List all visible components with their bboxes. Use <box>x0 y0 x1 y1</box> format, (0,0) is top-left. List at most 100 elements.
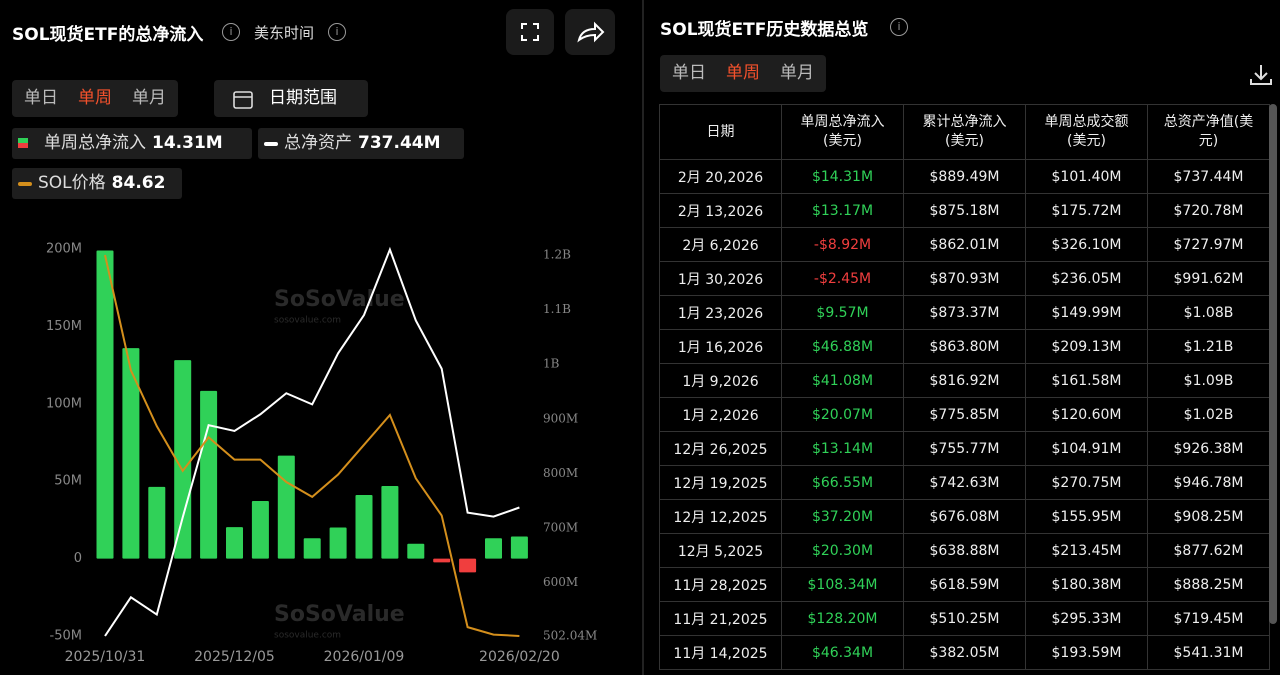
table-cell: $870.93M <box>903 261 1026 296</box>
y2-tick-label: 1.1B <box>543 302 571 316</box>
x-tick-label: 2025/10/31 <box>65 649 146 665</box>
table-row: 2月 20,2026 $14.31M $889.49M $101.40M $737.44… <box>659 159 1270 194</box>
info-icon[interactable]: i <box>890 18 908 36</box>
column-header: 单周总净流入 (美元) <box>781 104 904 160</box>
header-line: 总资产净值(美 <box>1163 114 1254 130</box>
line <box>104 246 520 637</box>
y2-tick-label: 700M <box>543 520 578 534</box>
info-icon[interactable]: i <box>328 23 346 41</box>
table-cell: $510.25M <box>903 601 1026 636</box>
table-cell: $618.59M <box>903 567 1026 602</box>
table-row: 2月 13,2026 $13.17M $875.18M $175.72M $720.78… <box>659 193 1270 228</box>
header-line: 日期 <box>706 123 735 140</box>
bar <box>355 495 373 559</box>
scrollbar[interactable] <box>1269 104 1277 624</box>
table-cell: $1.09B <box>1147 363 1270 398</box>
table-cell: 1月 2,2026 <box>659 397 782 432</box>
bar <box>407 543 425 559</box>
table-cell: $193.59M <box>1025 635 1148 670</box>
y2-tick-label: 1.2B <box>543 248 571 262</box>
bar <box>381 486 399 559</box>
column-header: 累计总净流入 (美元) <box>903 104 1026 160</box>
table-cell: $638.88M <box>903 533 1026 568</box>
table-cell: $862.01M <box>903 227 1026 262</box>
line <box>104 254 520 637</box>
table-cell: $873.37M <box>903 295 1026 330</box>
y2-tick-label: 600M <box>543 575 578 589</box>
y2-tick-label: 502.04M <box>543 629 597 643</box>
table-cell: $295.33M <box>1025 601 1148 636</box>
table-cell: $877.62M <box>1147 533 1270 568</box>
table-cell: $541.31M <box>1147 635 1270 670</box>
table-cell: 2月 13,2026 <box>659 193 782 228</box>
date-range-button[interactable]: 日期范围 <box>214 80 368 117</box>
data-table: 日期 单周总净流入 (美元) 累计总净流入 (美元) 单周总成交额 (美元) 总资产净值(美元… <box>659 104 1270 670</box>
table-cell: $13.14M <box>781 431 904 466</box>
table-row: 1月 23,2026 $9.57M $873.37M $149.99M $1.08B <box>659 295 1270 330</box>
table-cell: $719.45M <box>1147 601 1270 636</box>
column-header: 日期 <box>659 104 782 160</box>
table-cell: 12月 5,2025 <box>659 533 782 568</box>
legend-item: SOL价格 84.62 <box>12 168 182 199</box>
watermark-url: sosovalue.com <box>274 631 341 641</box>
tab[interactable]: 单日 <box>24 88 58 108</box>
legend-value: 14.31M <box>152 133 223 153</box>
download-icon[interactable] <box>1248 62 1274 88</box>
table-cell: $863.80M <box>903 329 1026 364</box>
table-cell: $108.34M <box>781 567 904 602</box>
table-title: SOL现货ETF历史数据总览 <box>660 20 869 40</box>
table-cell: $775.85M <box>903 397 1026 432</box>
legend-swatch <box>18 182 32 186</box>
info-icon[interactable]: i <box>222 23 240 41</box>
watermark: SoSoValue <box>274 287 405 312</box>
legend-item: 单周总净流入 14.31M <box>12 128 252 159</box>
header-line: 累计总净流入 <box>922 114 1007 130</box>
chart: SoSoValue sosovalue.com SoSoValue sosovalue… <box>46 242 597 666</box>
table-cell: $180.38M <box>1025 567 1148 602</box>
share-button[interactable] <box>565 9 615 55</box>
bar <box>277 455 295 559</box>
header-line: 单周总净流入 <box>800 114 885 130</box>
legend-swatch <box>264 142 278 146</box>
table-row: 12月 5,2025 $20.30M $638.88M $213.45M $877.62… <box>659 533 1270 568</box>
chart-title: SOL现货ETF的总净流入 <box>12 25 204 45</box>
watermark-url: sosovalue.com <box>274 316 341 326</box>
table-row: 12月 12,2025 $37.20M $676.08M $155.95M $908.2… <box>659 499 1270 534</box>
table-cell: $20.30M <box>781 533 904 568</box>
table-cell: $104.91M <box>1025 431 1148 466</box>
table-row: 1月 2,2026 $20.07M $775.85M $120.60M $1.02B <box>659 397 1270 432</box>
table-cell: $875.18M <box>903 193 1026 228</box>
header-line: (美元) <box>1067 133 1106 149</box>
table-cell: $41.08M <box>781 363 904 398</box>
table-row: 11月 14,2025 $46.34M $382.05M $193.59M $541.3… <box>659 635 1270 670</box>
table-cell: $737.44M <box>1147 159 1270 194</box>
column-header: 单周总成交额 (美元) <box>1025 104 1148 160</box>
x-tick-label: 2026/01/09 <box>324 649 405 665</box>
table-row: 2月 6,2026 -$8.92M $862.01M $326.10M $727.97M <box>659 227 1270 262</box>
legend-swatch <box>18 143 28 148</box>
table-cell: 2月 20,2026 <box>659 159 782 194</box>
table-cell: 12月 26,2025 <box>659 431 782 466</box>
y2-tick-label: 1B <box>543 357 560 371</box>
table-cell: $101.40M <box>1025 159 1148 194</box>
tab[interactable]: 单周 <box>726 63 760 83</box>
table-cell: 12月 12,2025 <box>659 499 782 534</box>
tab[interactable]: 单月 <box>132 88 166 108</box>
tab[interactable]: 单日 <box>672 63 706 83</box>
tab[interactable]: 单周 <box>78 88 112 108</box>
table-cell: $755.77M <box>903 431 1026 466</box>
table-cell: $1.08B <box>1147 295 1270 330</box>
bar <box>459 558 477 573</box>
table-cell: $46.88M <box>781 329 904 364</box>
table-cell: 11月 14,2025 <box>659 635 782 670</box>
table-cell: $149.99M <box>1025 295 1148 330</box>
table-cell: $816.92M <box>903 363 1026 398</box>
table-cell: -$2.45M <box>781 261 904 296</box>
table-row: 12月 19,2025 $66.55M $742.63M $270.75M $946.7… <box>659 465 1270 500</box>
table-cell: 1月 23,2026 <box>659 295 782 330</box>
tab[interactable]: 单月 <box>780 63 814 83</box>
legend-value: 84.62 <box>111 173 166 193</box>
fullscreen-button[interactable] <box>506 9 554 55</box>
table-cell: $889.49M <box>903 159 1026 194</box>
